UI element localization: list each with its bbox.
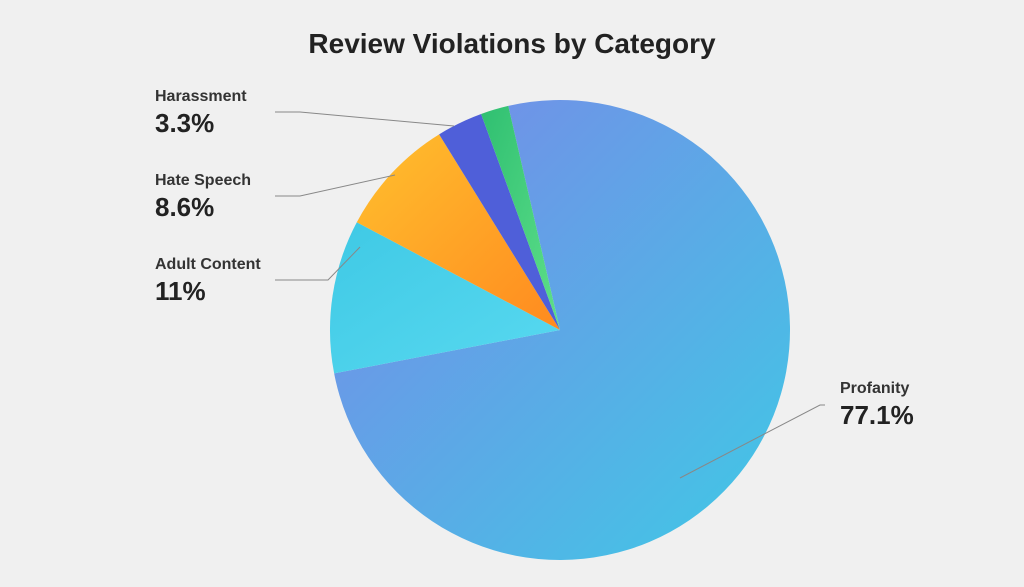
label-adult: Adult Content 11% <box>155 256 261 307</box>
label-profanity: Profanity 77.1% <box>840 380 914 431</box>
label-hate: Hate Speech 8.6% <box>155 172 251 223</box>
pie-chart-svg <box>0 0 1024 587</box>
label-harassment: Harassment 3.3% <box>155 88 247 139</box>
label-value-hate: 8.6% <box>155 192 251 223</box>
label-name-adult: Adult Content <box>155 256 261 274</box>
label-name-profanity: Profanity <box>840 380 914 398</box>
chart-container: Review Violations by Category Harassment… <box>0 0 1024 587</box>
leader-line-harassment <box>275 112 454 126</box>
label-name-hate: Hate Speech <box>155 172 251 190</box>
label-value-adult: 11% <box>155 276 261 307</box>
label-value-profanity: 77.1% <box>840 400 914 431</box>
label-name-harassment: Harassment <box>155 88 247 106</box>
label-value-harassment: 3.3% <box>155 108 247 139</box>
